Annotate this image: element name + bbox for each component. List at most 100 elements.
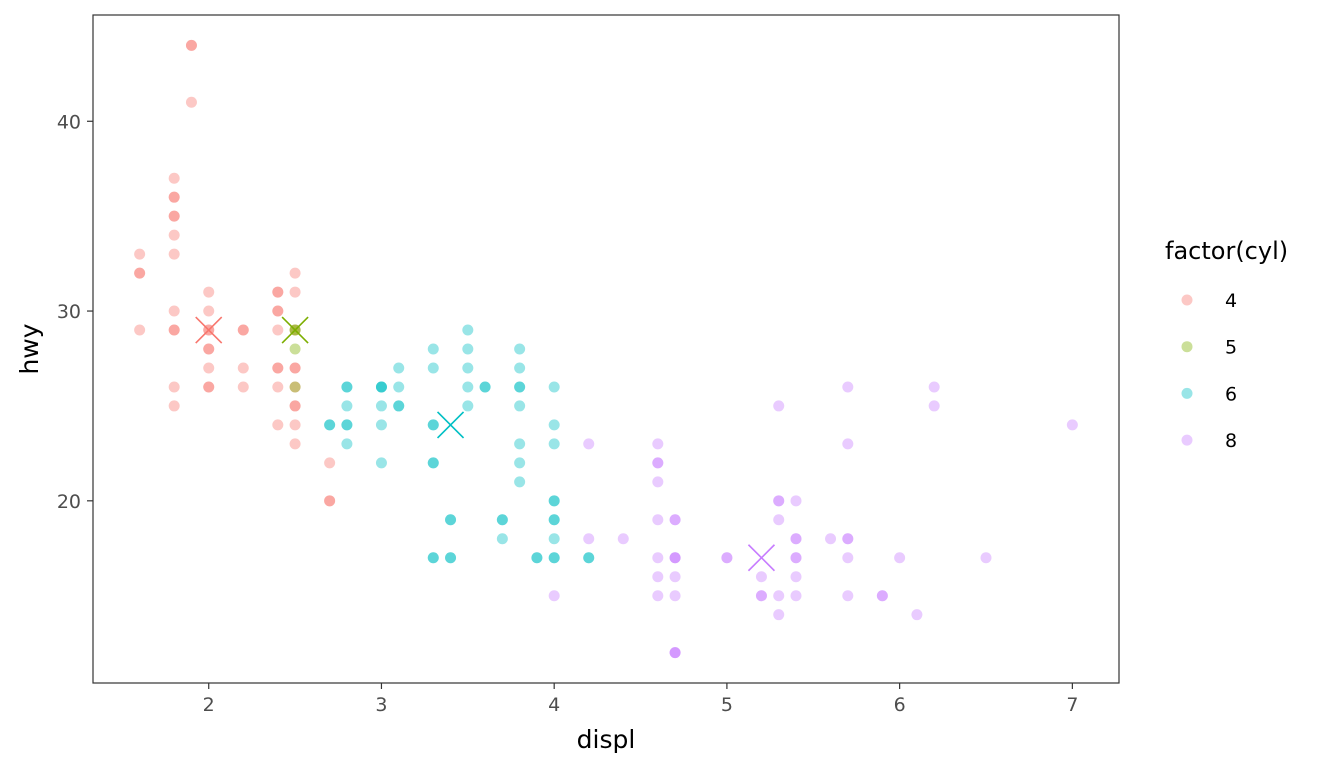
point-cyl-6 (462, 400, 474, 412)
point-cyl-4 (168, 191, 180, 203)
point-cyl-4 (272, 362, 284, 374)
y-axis: 20 30 40 (57, 111, 93, 513)
point-cyl-6 (531, 552, 543, 564)
point-cyl-8 (876, 590, 888, 602)
point-cyl-6 (548, 495, 560, 507)
point-cyl-6 (514, 381, 526, 393)
point-cyl-6 (548, 514, 560, 526)
point-cyl-6 (462, 343, 474, 355)
point-cyl-6 (375, 419, 387, 431)
x-axis: 2 3 4 5 6 7 (203, 683, 1078, 716)
point-cyl-8 (790, 495, 802, 507)
point-cyl-6 (375, 457, 387, 469)
point-cyl-6 (514, 400, 526, 412)
x-tick-label: 2 (203, 694, 215, 716)
point-cyl-6 (375, 381, 387, 393)
point-cyl-4 (289, 438, 301, 450)
point-cyl-6 (445, 514, 457, 526)
point-cyl-6 (427, 552, 439, 564)
point-cyl-6 (427, 419, 439, 431)
point-cyl-6 (341, 419, 353, 431)
point-cyl-8 (773, 590, 785, 602)
legend-key-8 (1181, 434, 1193, 446)
point-cyl-6 (496, 514, 508, 526)
point-cyl-6 (479, 381, 491, 393)
point-cyl-6 (514, 343, 526, 355)
point-cyl-5 (289, 381, 301, 393)
point-cyl-8 (669, 514, 681, 526)
point-cyl-4 (134, 267, 146, 279)
point-cyl-4 (272, 362, 284, 374)
point-cyl-4 (272, 381, 284, 393)
point-cyl-6 (427, 419, 439, 431)
point-cyl-8 (669, 647, 681, 659)
plot-panel-border (92, 14, 1120, 684)
point-cyl-8 (825, 533, 837, 545)
point-cyl-4 (272, 286, 284, 298)
point-cyl-8 (980, 552, 992, 564)
point-cyl-6 (341, 381, 353, 393)
point-cyl-4 (289, 362, 301, 374)
point-cyl-4 (168, 381, 180, 393)
point-cyl-6 (445, 552, 457, 564)
point-cyl-8 (928, 400, 940, 412)
point-cyl-6 (496, 514, 508, 526)
point-cyl-6 (514, 438, 526, 450)
point-cyl-6 (496, 533, 508, 545)
point-cyl-4 (289, 267, 301, 279)
point-cyl-6 (462, 362, 474, 374)
point-cyl-8 (652, 590, 664, 602)
point-cyl-8 (842, 552, 854, 564)
point-cyl-8 (652, 571, 664, 583)
point-cyl-8 (773, 609, 785, 621)
point-cyl-8 (721, 552, 733, 564)
point-cyl-4 (289, 400, 301, 412)
point-cyl-8 (721, 552, 733, 564)
point-cyl-6 (324, 419, 336, 431)
legend-label-5: 5 (1225, 337, 1237, 359)
point-cyl-8 (652, 438, 664, 450)
point-cyl-6 (548, 533, 560, 545)
point-cyl-4 (272, 305, 284, 317)
point-cyl-8 (669, 552, 681, 564)
point-cyl-4 (272, 305, 284, 317)
point-cyl-8 (842, 533, 854, 545)
point-cyl-6 (341, 438, 353, 450)
point-cyl-4 (168, 191, 180, 203)
point-cyl-4 (168, 324, 180, 336)
points-layer (134, 39, 1078, 659)
x-tick-label: 5 (721, 694, 733, 716)
point-cyl-4 (203, 343, 215, 355)
legend-title: factor(cyl) (1165, 237, 1288, 265)
point-cyl-4 (324, 495, 336, 507)
point-cyl-4 (168, 400, 180, 412)
point-cyl-6 (479, 381, 491, 393)
point-cyl-6 (548, 419, 560, 431)
point-cyl-8 (842, 381, 854, 393)
point-cyl-4 (272, 286, 284, 298)
point-cyl-6 (427, 457, 439, 469)
point-cyl-6 (445, 514, 457, 526)
point-cyl-4 (185, 96, 197, 108)
point-cyl-6 (583, 552, 595, 564)
point-cyl-8 (652, 552, 664, 564)
median-marker-cyl-5 (281, 316, 309, 344)
point-cyl-8 (583, 533, 595, 545)
point-cyl-4 (168, 210, 180, 222)
point-cyl-4 (134, 324, 146, 336)
point-cyl-4 (289, 362, 301, 374)
point-cyl-4 (185, 39, 197, 51)
point-cyl-8 (842, 590, 854, 602)
median-markers (195, 316, 776, 572)
point-cyl-4 (185, 39, 197, 51)
point-cyl-4 (324, 457, 336, 469)
point-cyl-4 (203, 286, 215, 298)
legend-label-8: 8 (1225, 430, 1237, 452)
point-cyl-8 (669, 552, 681, 564)
point-cyl-4 (168, 172, 180, 184)
point-cyl-8 (790, 552, 802, 564)
point-cyl-8 (1066, 419, 1078, 431)
point-cyl-6 (583, 552, 595, 564)
point-cyl-4 (289, 381, 301, 393)
